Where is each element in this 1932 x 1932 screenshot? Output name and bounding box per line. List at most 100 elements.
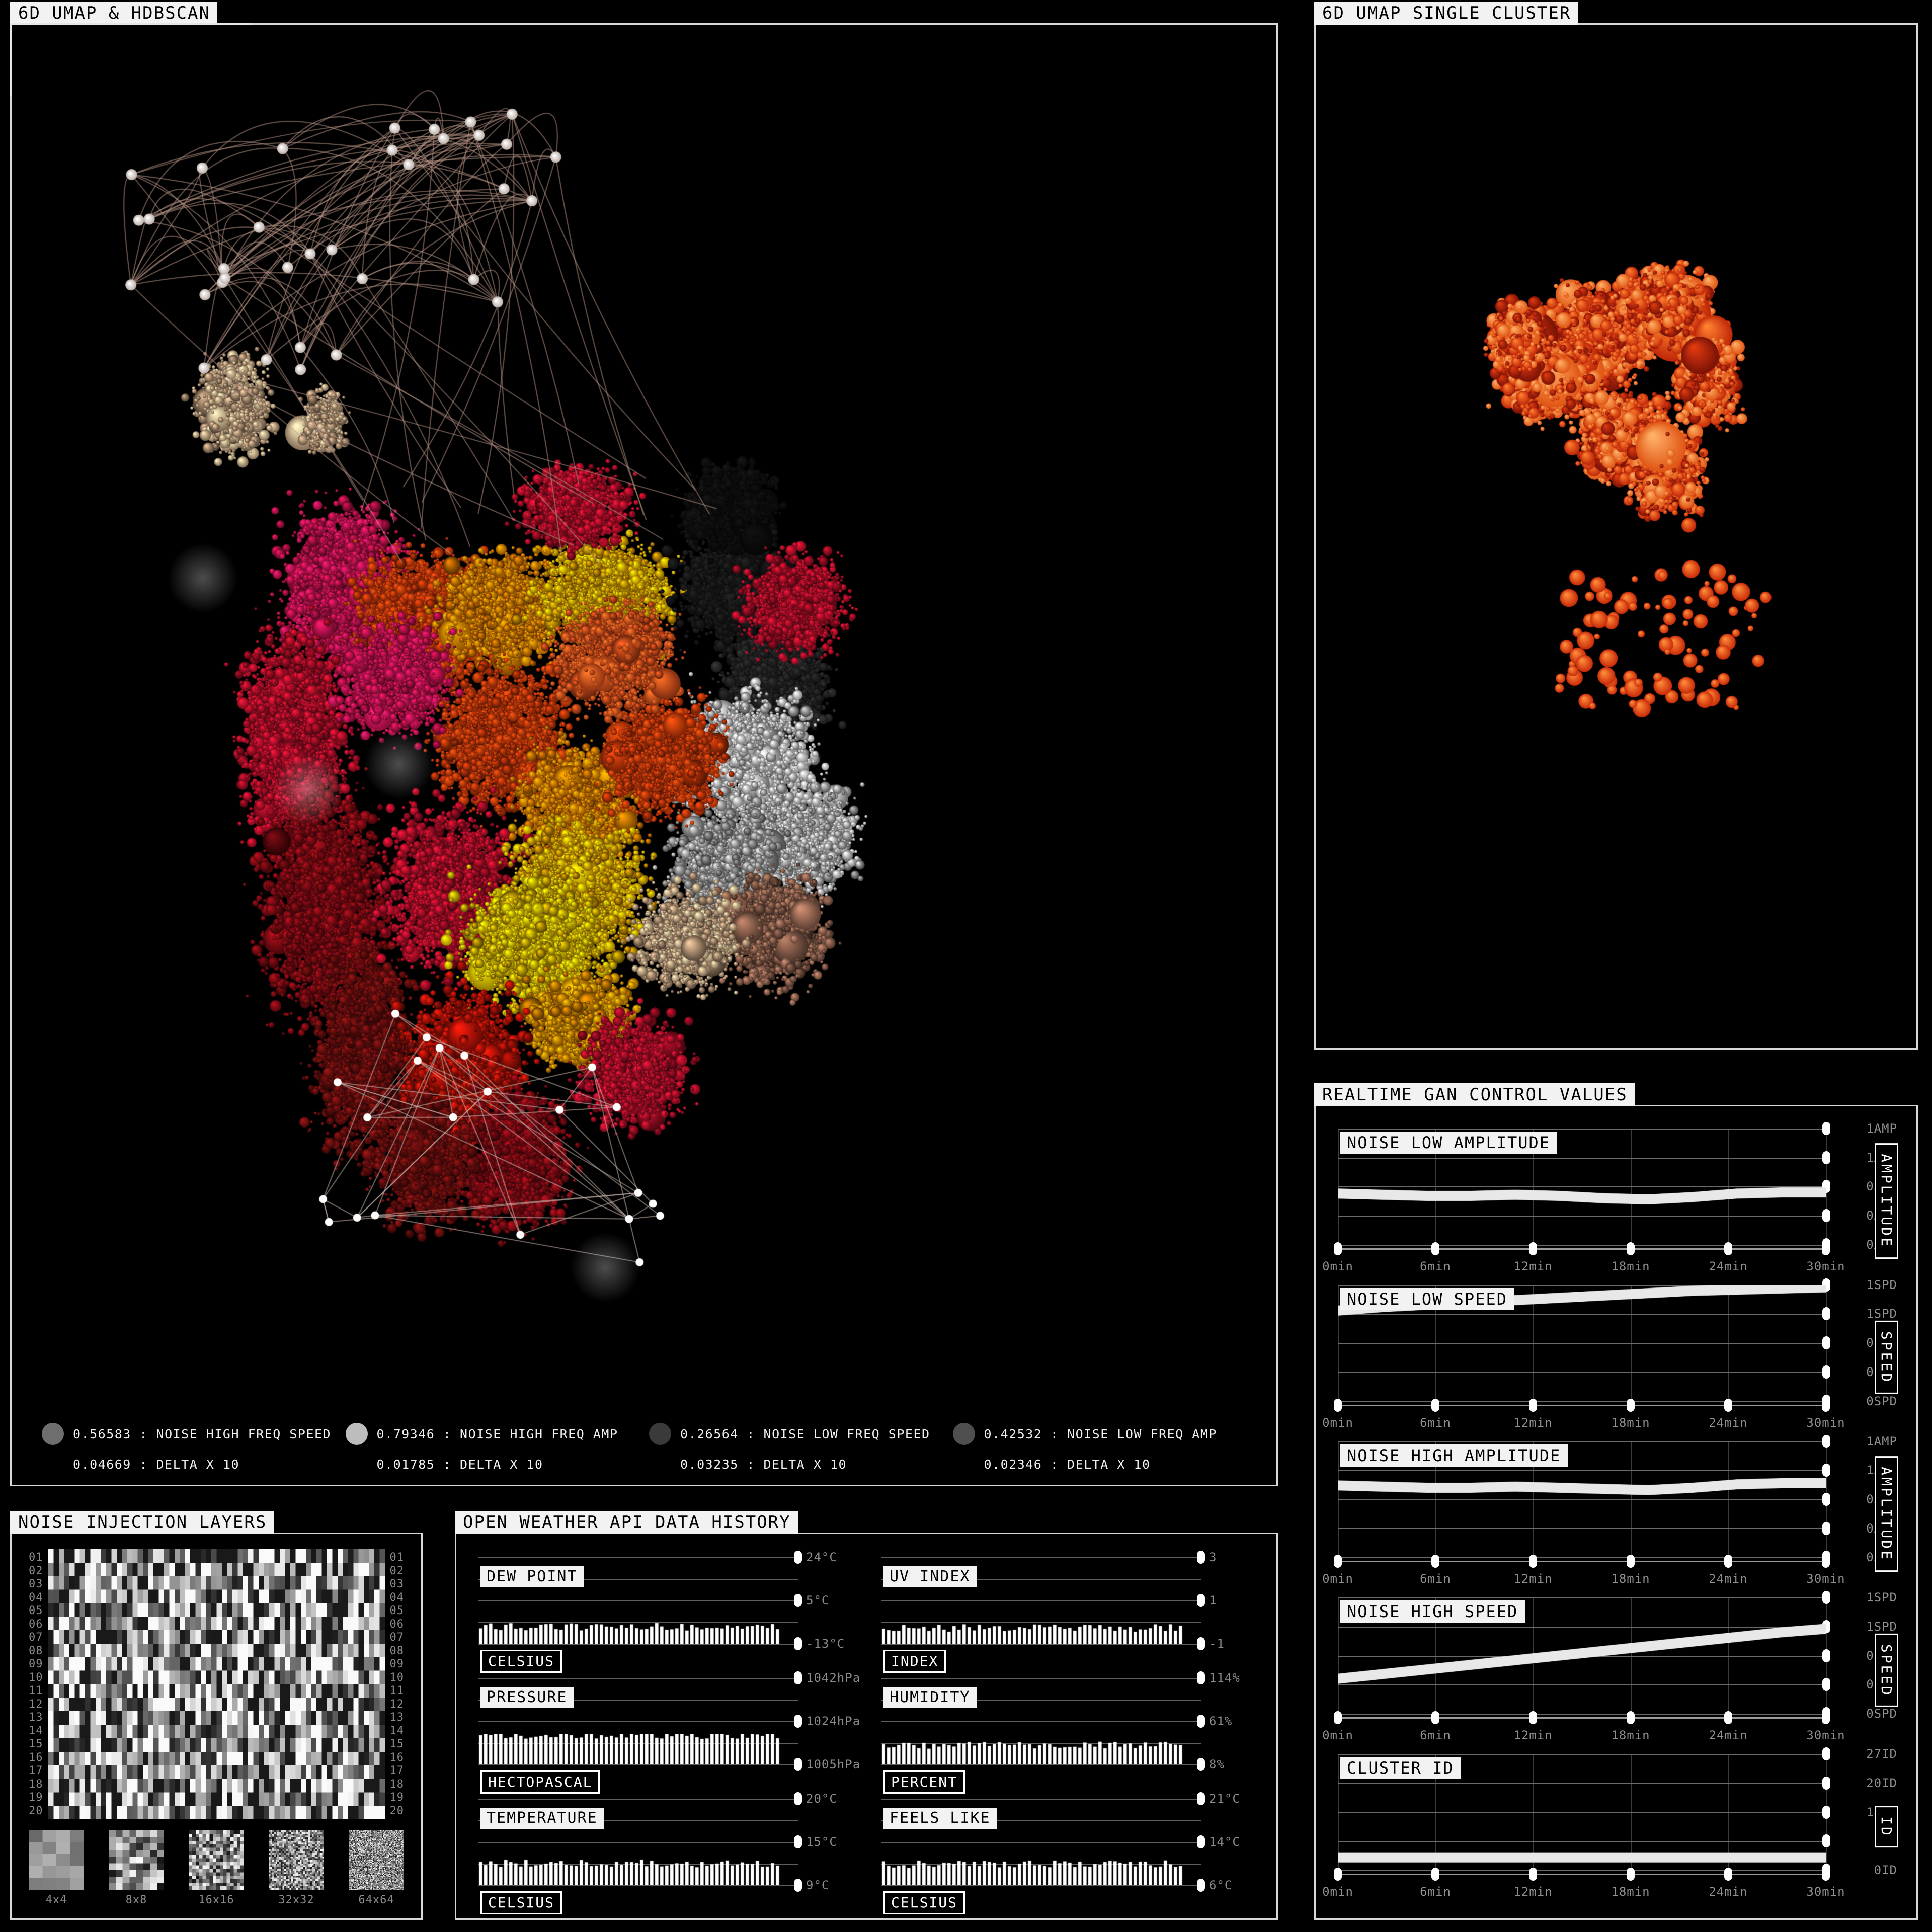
axis-knob [1822, 1242, 1830, 1255]
legend: 0.56583 : NOISE HIGH FREQ SPEED 0.79346 … [42, 1423, 1256, 1472]
noise-row-label: 03 [29, 1578, 43, 1591]
axis-knob [1197, 1879, 1205, 1892]
axis-tick-label: 20°C [806, 1792, 837, 1806]
axis-knob [794, 1879, 802, 1892]
axis-knob [794, 1551, 802, 1564]
gan-chart-title: NOISE LOW SPEED [1340, 1287, 1514, 1310]
noise-thumbnail-image [109, 1830, 164, 1890]
axis-tick-label: 1042hPa [806, 1671, 861, 1685]
weather-widget: HUMIDITY 114% 61% 8% PERCENT [879, 1671, 1256, 1794]
legend-delta-label: DELTA X 10 [460, 1457, 543, 1472]
gan-chart-row: NOISE LOW SPEED1SPD1SPD0SPD0SPD0SPD0min6… [1322, 1278, 1901, 1437]
gan-x-tick-label: 24min [1709, 1728, 1748, 1743]
axis-knob [1334, 1242, 1342, 1255]
noise-row-label: 12 [389, 1698, 404, 1711]
single-cluster-title: 6D UMAP SINGLE CLUSTER [1314, 2, 1578, 25]
gan-x-axis: 0min 6min 12min 18min 24min 30min [1322, 1555, 1845, 1586]
legend-value: 0.79346 [376, 1426, 435, 1441]
legend-dot [345, 1423, 368, 1445]
gan-y-tick-label: 20ID [1866, 1776, 1897, 1790]
umap-hdbscan-panel: 6D UMAP & HDBSCAN SAMPLE COUNT: 131072 C… [10, 2, 1278, 1486]
weather-metric-label: DEW POINT [480, 1566, 584, 1587]
gan-x-tick-label: 12min [1513, 1728, 1553, 1743]
noise-row-label: 16 [29, 1751, 43, 1764]
legend-item: 0.56583 : NOISE HIGH FREQ SPEED [42, 1423, 346, 1445]
weather-histogram [881, 1734, 1183, 1764]
legend-delta-item: 0.03235 : DELTA X 10 [649, 1457, 953, 1472]
weather-metric-label: TEMPERATURE [480, 1808, 604, 1829]
legend-sep: : [1042, 1457, 1068, 1472]
weather-unit-badge: CELSIUS [883, 1891, 965, 1914]
noise-row-labels-right: 01 02 03 04 05 06 07 08 09 10 11 12 13 1… [385, 1549, 410, 1819]
gan-x-tick-label: 18min [1611, 1884, 1650, 1899]
noise-row-label: 09 [29, 1658, 43, 1671]
noise-thumbnail-row: 4x4 8x8 16x16 32x32 64x64 [24, 1819, 409, 1908]
weather-widget: UV INDEX 3 1 -1 INDEX [879, 1550, 1256, 1673]
legend-label: NOISE LOW FREQ SPEED [763, 1426, 930, 1441]
weather-sparkline: 1042hPa 1024hPa 1005hPa [478, 1671, 860, 1772]
legend-sep: : [131, 1426, 156, 1441]
legend-delta-value: 0.02346 [984, 1457, 1042, 1472]
axis-knob [794, 1792, 802, 1805]
gan-x-tick-label: 30min [1806, 1728, 1845, 1743]
gan-y-tick-label: 0SPD [1866, 1394, 1897, 1408]
weather-axis: 1042hPa 1024hPa 1005hPa [794, 1671, 860, 1772]
legend-value: 0.26564 [680, 1426, 739, 1441]
gan-x-tick-label: 6min [1420, 1884, 1451, 1899]
gan-y-tick-label: 0SPD [1866, 1707, 1897, 1721]
noise-thumbnail[interactable]: 16x16 [189, 1830, 244, 1906]
gan-x-tick-label: 12min [1513, 1259, 1553, 1273]
gan-x-tick-label: 6min [1420, 1728, 1451, 1743]
gan-chart-row: CLUSTER ID27ID20ID14ID7ID0ID0min6min12mi… [1322, 1747, 1901, 1906]
noise-thumbnail[interactable]: 8x8 [109, 1830, 164, 1906]
legend-delta-item: 0.01785 : DELTA X 10 [346, 1457, 650, 1472]
noise-row-label: 18 [29, 1778, 43, 1791]
axis-knob [1197, 1758, 1205, 1771]
noise-heatmap [48, 1549, 385, 1819]
gridline-horizontal [1338, 1870, 1826, 1871]
noise-thumbnail-image [349, 1830, 404, 1890]
weather-histogram [478, 1614, 780, 1644]
axis-knob [1334, 1555, 1342, 1568]
weather-sparkline: 20°C 15°C 9°C [478, 1792, 837, 1892]
noise-row-label: 13 [29, 1711, 43, 1724]
legend-item: 0.42532 : NOISE LOW FREQ AMP [952, 1423, 1257, 1445]
legend-delta-label: DELTA X 10 [1067, 1457, 1151, 1472]
axis-knob [1197, 1551, 1205, 1564]
weather-widget: FEELS LIKE 21°C 14°C 6°C CELSIUS [879, 1792, 1256, 1914]
axis-knob [1431, 1867, 1439, 1881]
noise-thumbnail[interactable]: 64x64 [349, 1830, 404, 1906]
axis-tick-label: 1 [1209, 1593, 1217, 1607]
gan-chart-row: NOISE HIGH AMPLITUDE1AMP1AMP0AMP0AMP0AMP… [1322, 1434, 1901, 1594]
noise-row-label: 17 [389, 1764, 404, 1778]
gan-x-axis: 0min 6min 12min 18min 24min 30min [1322, 1242, 1845, 1273]
noise-row-label: 20 [389, 1804, 404, 1817]
noise-row-label: 03 [389, 1578, 404, 1591]
gan-y-tick-label: 1AMP [1866, 1121, 1897, 1136]
noise-thumbnail[interactable]: 4x4 [29, 1830, 84, 1906]
noise-thumbnail[interactable]: 32x32 [269, 1830, 324, 1906]
noise-row-label: 06 [389, 1618, 404, 1631]
axis-knob [1627, 1398, 1635, 1412]
axis-tick-label: 1005hPa [806, 1757, 861, 1772]
axis-knob [794, 1637, 802, 1650]
legend-dot [42, 1423, 64, 1445]
gan-x-axis: 0min 6min 12min 18min 24min 30min [1322, 1867, 1845, 1899]
gridline-horizontal [1338, 1401, 1826, 1402]
noise-row-label: 10 [29, 1671, 43, 1684]
gan-y-tick-label: 1AMP [1866, 1434, 1897, 1448]
weather-panel-title: OPEN WEATHER API DATA HISTORY [455, 1511, 798, 1534]
gan-x-tick-label: 30min [1806, 1415, 1845, 1430]
gan-axis-name-badge: ID [1875, 1805, 1898, 1848]
axis-tick-label: 6°C [1209, 1878, 1233, 1892]
weather-metric-label: PRESSURE [480, 1687, 574, 1708]
gan-x-tick-label: 18min [1611, 1572, 1650, 1586]
gan-y-tick-label: 1SPD [1866, 1590, 1897, 1605]
gan-x-tick-label: 18min [1611, 1415, 1650, 1430]
legend-label: NOISE HIGH FREQ SPEED [156, 1426, 332, 1441]
weather-axis: 21°C 14°C 6°C [1197, 1792, 1255, 1892]
legend-item: 0.26564 : NOISE LOW FREQ SPEED [649, 1423, 953, 1445]
noise-thumbnail-caption: 64x64 [358, 1894, 394, 1906]
gan-x-tick-label: 18min [1611, 1728, 1650, 1743]
noise-row-label: 19 [29, 1791, 43, 1804]
